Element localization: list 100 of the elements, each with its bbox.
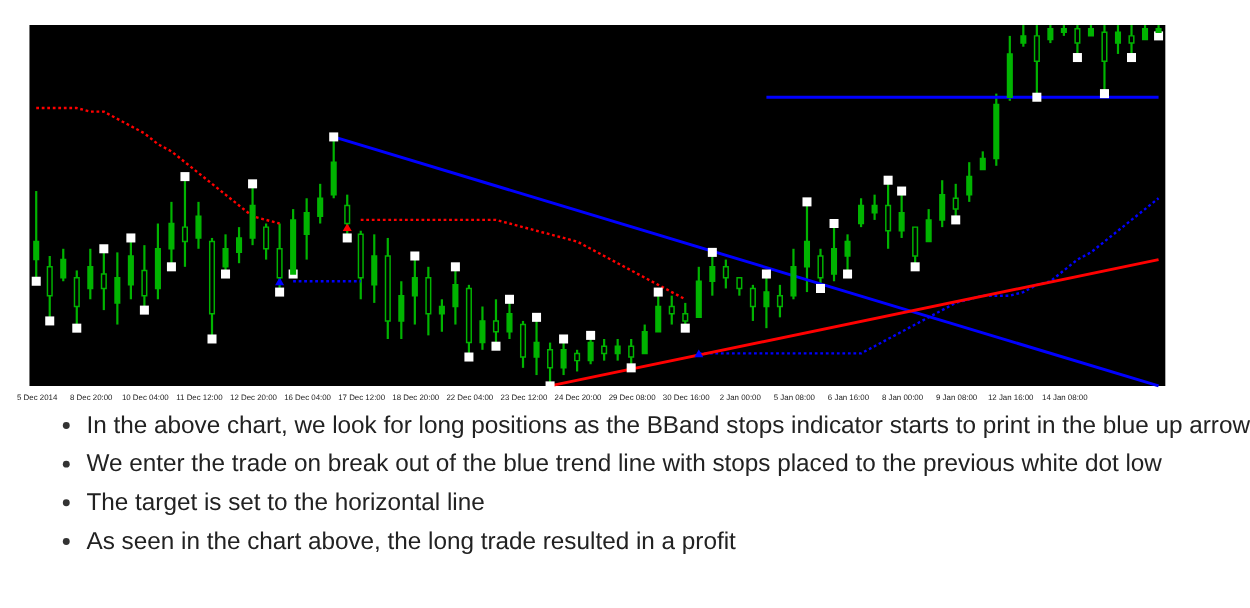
candlestick bbox=[371, 233, 378, 305]
candlestick bbox=[181, 175, 188, 268]
point bbox=[126, 233, 136, 243]
candlestick bbox=[1114, 23, 1122, 56]
point bbox=[72, 323, 82, 333]
candlestick bbox=[114, 251, 121, 326]
candlestick bbox=[492, 298, 500, 348]
candlestick bbox=[628, 337, 635, 369]
candlestick bbox=[141, 244, 148, 312]
point bbox=[707, 247, 717, 257]
point bbox=[694, 349, 704, 358]
candlestick bbox=[263, 222, 270, 261]
candlestick bbox=[912, 226, 919, 268]
candlestick bbox=[1006, 34, 1013, 102]
point bbox=[342, 223, 352, 232]
point bbox=[329, 132, 339, 142]
candlestick bbox=[303, 197, 310, 261]
candlestick bbox=[695, 265, 702, 319]
candlestick bbox=[722, 258, 729, 290]
point bbox=[1127, 53, 1137, 63]
candlestick bbox=[236, 226, 243, 265]
point bbox=[680, 323, 690, 333]
point bbox=[464, 352, 474, 362]
candlestick bbox=[736, 276, 743, 297]
candlestick bbox=[73, 269, 80, 330]
candlestick bbox=[601, 337, 608, 362]
point bbox=[951, 215, 961, 225]
candlestick bbox=[317, 182, 324, 225]
point bbox=[99, 244, 109, 254]
candlestick bbox=[776, 283, 783, 319]
point bbox=[45, 316, 55, 326]
candlestick bbox=[222, 233, 229, 276]
candlestick bbox=[154, 222, 161, 301]
point bbox=[180, 172, 190, 182]
candlestick bbox=[709, 251, 716, 297]
candlestick bbox=[357, 229, 364, 301]
candlestick bbox=[844, 233, 851, 276]
point bbox=[166, 262, 176, 272]
point bbox=[910, 262, 920, 272]
candlestick bbox=[858, 197, 865, 229]
point bbox=[761, 269, 771, 279]
point bbox=[815, 283, 826, 293]
text: In the above chart, we look for long positions as the BBand stops indicator starts to print in the blue up arrow bbox=[86, 410, 1250, 439]
candlestick bbox=[330, 135, 337, 200]
point bbox=[897, 186, 907, 196]
point bbox=[504, 294, 514, 304]
candlestick bbox=[966, 161, 973, 203]
candlestick bbox=[749, 283, 756, 323]
candlestick bbox=[398, 280, 405, 341]
candlestick bbox=[425, 265, 432, 337]
point bbox=[626, 363, 636, 373]
point bbox=[248, 179, 258, 189]
candlestick bbox=[587, 334, 594, 366]
point bbox=[532, 312, 542, 322]
candlestick bbox=[641, 323, 648, 355]
candlestick bbox=[168, 200, 175, 268]
candlestick bbox=[885, 179, 892, 250]
text: We enter the trade on break out of the blue trend line with stops placed to the previous white dot low bbox=[86, 449, 1163, 478]
point bbox=[883, 175, 893, 185]
candlestick bbox=[614, 337, 621, 362]
candlestick bbox=[803, 200, 811, 294]
candlestick bbox=[479, 305, 486, 351]
candlestick bbox=[506, 298, 513, 341]
point bbox=[559, 334, 569, 344]
candlestick bbox=[668, 294, 675, 326]
candlestick bbox=[276, 222, 283, 294]
point bbox=[221, 269, 231, 279]
point bbox=[410, 251, 420, 261]
point bbox=[1032, 92, 1042, 102]
candlestick bbox=[939, 179, 946, 229]
point bbox=[653, 287, 663, 297]
candlestick bbox=[438, 298, 445, 333]
point bbox=[586, 330, 596, 340]
point bbox=[139, 305, 149, 315]
point bbox=[342, 233, 352, 243]
candlestick bbox=[574, 348, 581, 373]
point bbox=[207, 334, 217, 344]
candlestick bbox=[127, 236, 134, 301]
candlestick bbox=[33, 189, 40, 283]
point bbox=[31, 276, 41, 286]
point bbox=[802, 197, 812, 207]
point bbox=[275, 287, 285, 297]
candlestick bbox=[452, 265, 459, 326]
point bbox=[275, 277, 285, 286]
candlestick bbox=[519, 319, 527, 369]
point bbox=[1072, 53, 1082, 63]
candlestick bbox=[249, 182, 256, 247]
point bbox=[829, 219, 839, 229]
candlestick bbox=[682, 301, 689, 330]
point bbox=[1099, 89, 1109, 99]
candlestick bbox=[560, 337, 567, 377]
candlestick bbox=[195, 200, 202, 250]
candlestick bbox=[871, 193, 878, 222]
candlestick bbox=[533, 316, 540, 377]
candlestick bbox=[1020, 23, 1027, 48]
candlestick bbox=[790, 247, 797, 301]
candlestick bbox=[1047, 23, 1054, 45]
text: The target is set to the horizontal line bbox=[86, 488, 486, 517]
candlestick bbox=[100, 247, 107, 312]
candlestick bbox=[60, 247, 67, 283]
